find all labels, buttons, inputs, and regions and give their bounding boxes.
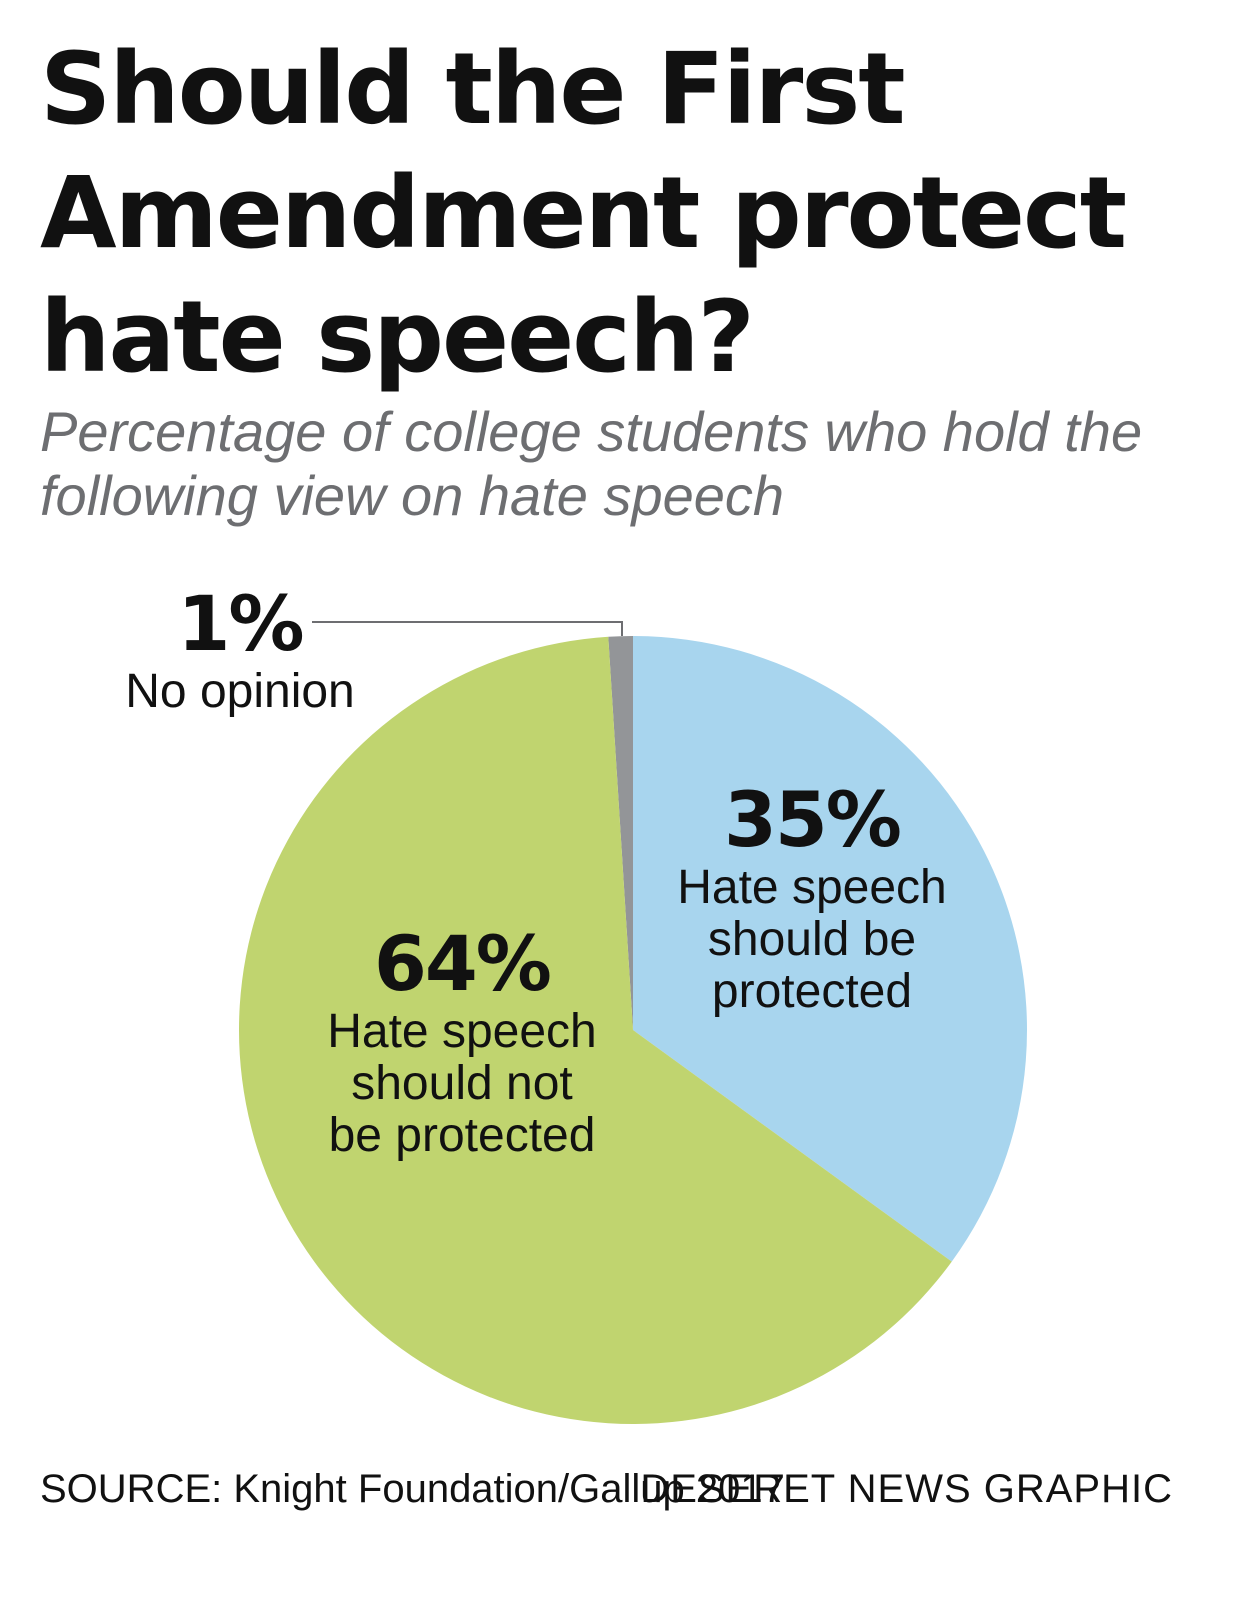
not-protected-label: 64% Hate speech should not be protected	[302, 922, 622, 1162]
graphic-credit: DESERET NEWS GRAPHIC	[640, 1467, 1173, 1511]
no-opinion-value: 1%	[177, 579, 304, 668]
protected-label: 35% Hate speech should be protected	[652, 778, 972, 1018]
pie-slices	[238, 636, 1027, 1425]
pie-chart: 1% No opinion 35% Hate speech should be …	[0, 560, 1251, 1460]
pie-chart-svg	[238, 621, 1027, 1425]
protected-value: 35%	[724, 775, 902, 864]
protected-text: Hate speech should be protected	[677, 861, 947, 1018]
not-protected-text: Hate speech should not be protected	[327, 1005, 597, 1162]
no-opinion-label: 1% No opinion	[120, 582, 360, 718]
chart-subtitle: Percentage of college students who hold …	[40, 400, 1143, 527]
pie-slice-0	[608, 636, 633, 1030]
source-note: SOURCE: Knight Foundation/Gallup 2017	[40, 1467, 785, 1511]
no-opinion-text: No opinion	[125, 665, 355, 718]
no-opinion-leader-line	[312, 621, 623, 636]
pie-slice-2	[238, 636, 952, 1425]
pie-slice-1	[633, 636, 1027, 1262]
chart-title: Should the First Amendment protect hate …	[40, 32, 1127, 395]
not-protected-value: 64%	[374, 919, 552, 1008]
